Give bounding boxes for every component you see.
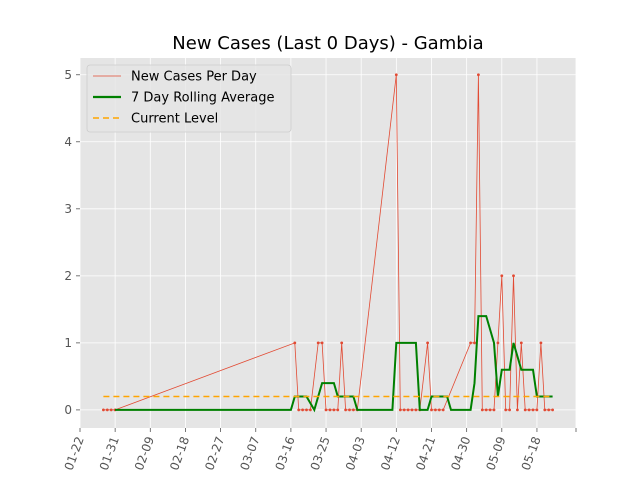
new-cases-point [316, 341, 320, 345]
new-cases-point [480, 408, 484, 412]
new-cases-point [547, 408, 551, 412]
legend-box [86, 64, 292, 133]
new-cases-point [512, 274, 515, 278]
x-tick-label: 05-09 [483, 435, 508, 473]
new-cases-point [508, 408, 511, 412]
x-tick-label: 04-12 [378, 435, 403, 473]
new-cases-point [105, 408, 109, 412]
x-tick-label: 02-27 [202, 435, 227, 473]
new-cases-point [102, 408, 105, 412]
series-new-cases-line [103, 74, 553, 411]
legend-label: Current Level [131, 112, 218, 127]
new-cases-point [519, 341, 523, 345]
new-cases-point [500, 274, 504, 278]
x-tick-label: 04-21 [413, 435, 438, 473]
new-cases-point [414, 408, 418, 412]
new-cases-point [293, 341, 297, 345]
new-cases-point [340, 341, 344, 345]
new-cases-point [328, 408, 332, 412]
new-cases-point [430, 408, 433, 412]
y-tick-label: 0 [64, 403, 72, 417]
new-cases-point [484, 408, 488, 412]
y-tick-label: 3 [64, 202, 72, 216]
y-tick-label: 5 [64, 68, 72, 82]
new-cases-point [488, 408, 492, 412]
x-tick-label: 01-31 [97, 435, 122, 473]
new-cases-point [301, 408, 304, 412]
x-tick-label: 05-18 [519, 435, 544, 473]
new-cases-point [348, 408, 351, 412]
new-cases-point [492, 408, 496, 412]
x-tick-label: 04-30 [448, 435, 473, 473]
new-cases-point [336, 408, 340, 412]
y-tick-label: 4 [64, 135, 72, 149]
new-cases-point [324, 408, 328, 412]
new-cases-point [332, 408, 336, 412]
new-cases-point [394, 73, 398, 77]
y-tick-label: 1 [64, 336, 72, 350]
new-cases-point [320, 341, 324, 345]
x-tick-label: 03-07 [237, 435, 262, 473]
new-cases-point [543, 408, 547, 412]
new-cases-point [504, 408, 508, 412]
series-rolling-average-line [115, 315, 553, 413]
new-cases-point [539, 341, 543, 345]
legend-label: 7 Day Rolling Average [131, 91, 274, 106]
x-tick-label: 04-03 [343, 435, 368, 473]
new-cases-point [469, 341, 472, 345]
new-cases-point [535, 408, 539, 412]
new-cases-point [297, 408, 301, 412]
new-cases-point [344, 408, 347, 412]
new-cases-point [516, 408, 519, 412]
legend: New Cases Per Day 7 Day Rolling Average Cu… [86, 64, 292, 133]
new-cases-point [352, 408, 355, 412]
new-cases-point [426, 341, 429, 345]
x-tick-label: 02-09 [132, 435, 157, 473]
new-cases-point [398, 408, 402, 412]
new-cases-point [441, 408, 445, 412]
y-tick-label: 2 [64, 269, 72, 283]
new-cases-point [496, 341, 500, 345]
new-cases-point [309, 408, 312, 412]
x-tick-label: 01-22 [62, 435, 87, 473]
new-cases-point [551, 408, 554, 412]
chart-title: New Cases (Last 0 Days) - Gambia [172, 33, 483, 54]
new-cases-point [477, 73, 480, 77]
x-tick-label: 03-25 [308, 435, 333, 473]
new-cases-point [527, 408, 531, 412]
legend-label: New Cases Per Day [131, 70, 257, 85]
new-cases-point [434, 408, 437, 412]
new-cases-point [410, 408, 414, 412]
x-tick-label: 03-16 [273, 435, 298, 473]
new-cases-point [437, 408, 441, 412]
new-cases-point [531, 408, 535, 412]
new-cases-point [523, 408, 527, 412]
series-layer [102, 73, 554, 413]
new-cases-point [109, 408, 113, 412]
new-cases-point [406, 408, 410, 412]
axes: 01-22 01-31 02-09 02-18 02-27 03-07 03-16 03-25… [62, 68, 577, 473]
x-tick-label: 02-18 [167, 435, 192, 473]
new-cases-point [473, 341, 476, 345]
new-cases-point [305, 408, 308, 412]
new-cases-point [402, 408, 406, 412]
